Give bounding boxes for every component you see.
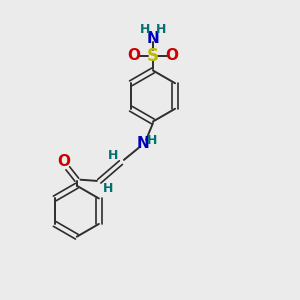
Text: H: H	[103, 182, 113, 195]
Text: O: O	[166, 48, 179, 63]
Text: H: H	[156, 23, 167, 36]
Text: O: O	[127, 48, 140, 63]
Text: H: H	[108, 148, 118, 162]
Text: S: S	[147, 46, 159, 64]
Text: H: H	[147, 134, 157, 148]
Text: H: H	[140, 23, 150, 36]
Text: O: O	[57, 154, 70, 169]
Text: N: N	[147, 31, 159, 46]
Text: N: N	[136, 136, 149, 152]
